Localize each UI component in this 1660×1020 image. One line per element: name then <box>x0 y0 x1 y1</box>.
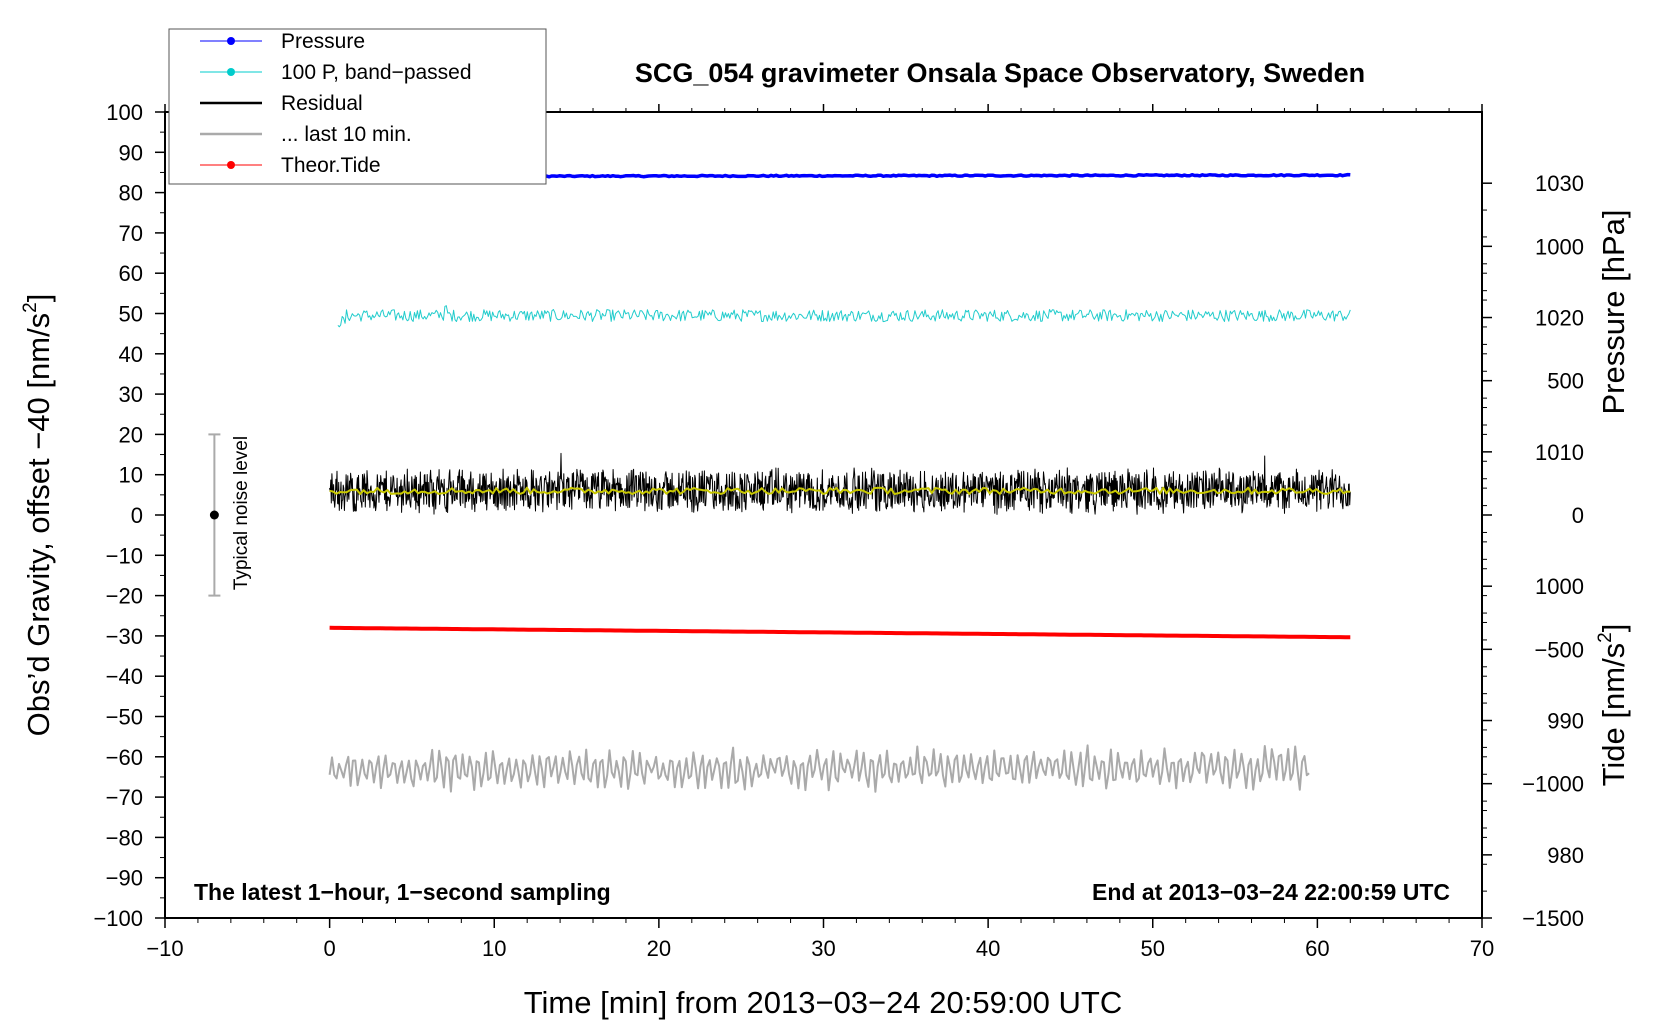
y-tick-label: 80 <box>119 181 143 206</box>
y-tick-label: 10 <box>119 463 143 488</box>
pressure-tick-label: 990 <box>1547 709 1584 734</box>
pressure-tick-label: 980 <box>1547 843 1584 868</box>
x-axis-title: Time [min] from 2013−03−24 20:59:00 UTC <box>524 985 1123 1020</box>
y-axis-title-left-sup: 2 <box>20 302 41 313</box>
tide-tick-label: −1000 <box>1522 772 1584 797</box>
x-tick-label: 50 <box>1141 936 1165 961</box>
residual-line <box>329 452 1351 515</box>
y-axis-title-left-end: ] <box>21 294 56 303</box>
legend-label: Pressure <box>281 30 365 53</box>
legend-box <box>168 28 547 185</box>
footnote-right: End at 2013−03−24 22:00:59 UTC <box>1092 879 1450 905</box>
tide-line <box>329 625 1351 640</box>
last-10-min-line <box>328 744 1310 793</box>
x-tick-label: 70 <box>1470 936 1494 961</box>
x-tick-label: 0 <box>324 936 336 961</box>
y-tick-label: 90 <box>119 140 143 165</box>
noise-label: Typical noise level <box>231 436 252 590</box>
y-tick-label: 60 <box>119 261 143 286</box>
tide-axis-title-main: Tide [nm/s <box>1596 643 1631 787</box>
legend-label: ... last 10 min. <box>281 123 412 146</box>
x-tick-label: −10 <box>146 936 183 961</box>
tide-tick-label: −500 <box>1534 637 1584 662</box>
x-tick-label: 40 <box>976 936 1000 961</box>
tide-tick-label: −1500 <box>1522 906 1584 931</box>
legend-marker <box>227 37 235 45</box>
tide-axis-title: Tide [nm/s2] <box>1595 624 1631 787</box>
y-tick-label: −70 <box>106 785 143 810</box>
y-tick-label: −30 <box>106 624 143 649</box>
y-tick-label: 20 <box>119 422 143 447</box>
footnote-left: The latest 1−hour, 1−second sampling <box>194 879 611 905</box>
y-tick-label: 70 <box>119 221 143 246</box>
y-axis-title-left-main: Obs’d Gravity, offset −40 [nm/s <box>21 313 56 737</box>
residual-smoothed-line <box>329 486 1351 495</box>
tide-tick-label: 0 <box>1572 503 1584 528</box>
legend-label: Residual <box>281 92 363 115</box>
pressure-axis-title: Pressure [hPa] <box>1596 209 1631 414</box>
pressure-tick-label: 1030 <box>1535 171 1584 196</box>
x-tick-label: 10 <box>482 936 506 961</box>
y-tick-label: −60 <box>106 745 143 770</box>
tide-axis-title-sup: 2 <box>1595 632 1616 643</box>
y-tick-label: −80 <box>106 825 143 850</box>
y-tick-label: 50 <box>119 302 143 327</box>
noise-bar-center-dot <box>209 510 219 520</box>
legend-marker <box>227 68 235 76</box>
y-tick-label: −50 <box>106 705 143 730</box>
y-axis-title-left: Obs’d Gravity, offset −40 [nm/s2] <box>20 294 56 737</box>
y-tick-label: −90 <box>106 866 143 891</box>
tide-axis-title-end: ] <box>1596 624 1631 633</box>
y-tick-label: 0 <box>131 503 143 528</box>
pressure-tick-label: 1010 <box>1535 440 1584 465</box>
axes-layer: −10 0 10 20 30 40 50 60 701009080706050403020100… <box>93 100 1584 961</box>
legend-label: Theor.Tide <box>281 154 381 177</box>
bandpassed-pressure-line <box>337 305 1351 328</box>
x-tick-label: 30 <box>811 936 835 961</box>
tide-tick-label: 1000 <box>1535 234 1584 259</box>
legend-marker <box>227 161 235 169</box>
pressure-tick-label: 1020 <box>1535 306 1584 331</box>
legend: Pressure 100 P, band−passed Residual ... la… <box>168 28 547 185</box>
tide-tick-label: 500 <box>1547 369 1584 394</box>
y-tick-label: 100 <box>106 100 143 125</box>
x-tick-label: 60 <box>1305 936 1329 961</box>
y-tick-label: −100 <box>93 906 143 931</box>
y-tick-label: −10 <box>106 543 143 568</box>
y-tick-label: 40 <box>119 342 143 367</box>
x-tick-label: 20 <box>647 936 671 961</box>
y-tick-label: −40 <box>106 664 143 689</box>
chart-title: SCG_054 gravimeter Onsala Space Observat… <box>635 58 1365 88</box>
legend-label: 100 P, band−passed <box>281 61 472 84</box>
pressure-tick-label: 1000 <box>1535 574 1584 599</box>
noise-indicator <box>208 433 221 597</box>
y-tick-label: −20 <box>106 584 143 609</box>
y-tick-label: 30 <box>119 382 143 407</box>
